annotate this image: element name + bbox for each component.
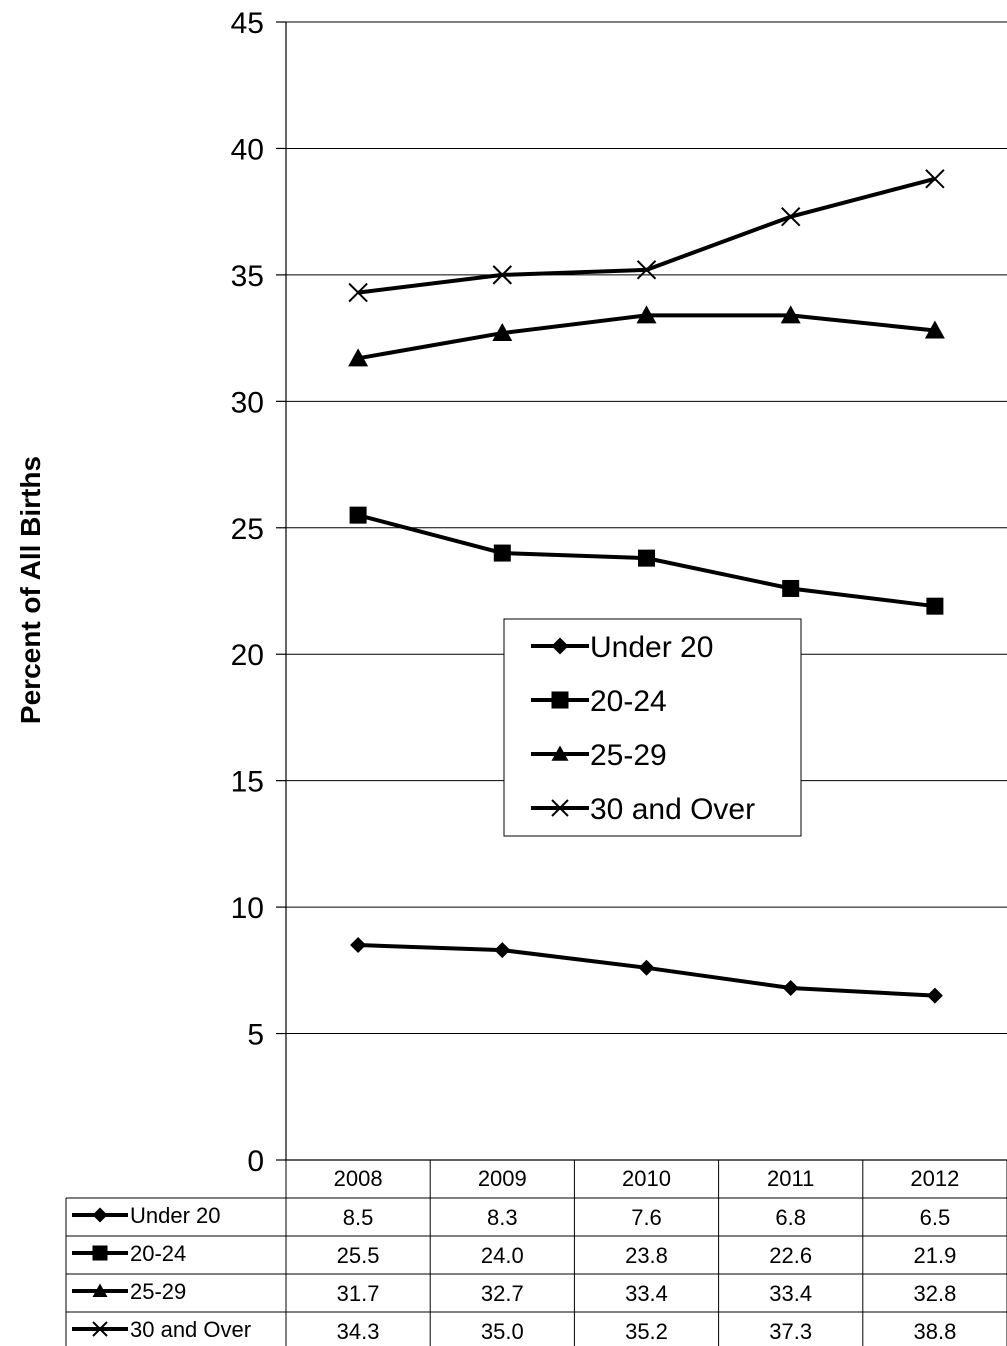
table-cell-20-24-2009: 24.0 bbox=[481, 1243, 524, 1268]
legend-item-under-20: Under 20 bbox=[531, 631, 713, 664]
series-under-20 bbox=[350, 937, 943, 1004]
table-series-name-under-20: Under 20 bbox=[130, 1203, 221, 1228]
legend-label-25-29: 25-29 bbox=[590, 739, 667, 772]
data-point-30-and-over-2009 bbox=[492, 265, 513, 285]
x-category-label-2011: 2011 bbox=[767, 1166, 814, 1191]
table-cell-20-24-2010: 23.8 bbox=[625, 1243, 668, 1268]
table-legend-key-25-29 bbox=[72, 1283, 128, 1297]
data-point-under-20-2010 bbox=[638, 959, 655, 976]
table-cell-25-29-2011: 33.4 bbox=[769, 1281, 812, 1306]
gridlines bbox=[286, 21, 1007, 1035]
table-legend-marker-under-20 bbox=[92, 1207, 108, 1223]
table-cell-under-20-2009: 8.3 bbox=[487, 1205, 518, 1230]
data-point-under-20-2012 bbox=[926, 987, 943, 1004]
table-cell-20-24-2012: 21.9 bbox=[913, 1243, 956, 1268]
table-cell-20-24-2011: 22.6 bbox=[769, 1243, 812, 1268]
data-table: 2008 2009 2010 2011 2012 Under 20 8.5 8.3 7.6 6.8… bbox=[65, 1160, 1007, 1346]
legend-label-20-24: 20-24 bbox=[590, 685, 667, 718]
table-cell-under-20-2010: 7.6 bbox=[631, 1205, 662, 1230]
data-point-30-and-over-2012 bbox=[925, 169, 945, 189]
x-category-label-2012: 2012 bbox=[910, 1166, 959, 1191]
data-point-under-20-2008 bbox=[350, 937, 367, 954]
data-point-20-24-2011 bbox=[782, 579, 800, 597]
y-axis-ticks: 0 5 10 15 20 25 30 35 40 45 bbox=[231, 7, 286, 1178]
table-cell-under-20-2011: 6.8 bbox=[775, 1205, 806, 1230]
axes bbox=[285, 22, 1007, 1161]
table-series-name-20-24: 20-24 bbox=[130, 1241, 186, 1266]
legend-label-under-20: Under 20 bbox=[590, 631, 713, 664]
table-cell-20-24-2008: 25.5 bbox=[337, 1243, 380, 1268]
legend-item-30-and-over: 30 and Over bbox=[531, 793, 755, 826]
data-point-30-and-over-2008 bbox=[348, 282, 368, 303]
series-20-24 bbox=[349, 506, 944, 615]
data-point-25-29-2010 bbox=[636, 305, 657, 324]
table-legend-marker-25-29 bbox=[92, 1283, 108, 1297]
data-point-25-29-2012 bbox=[924, 320, 945, 339]
y-tick-label-25: 25 bbox=[231, 513, 264, 546]
data-point-25-29-2008 bbox=[348, 348, 369, 367]
table-cell-30-and-over-2008: 34.3 bbox=[337, 1319, 380, 1344]
table-legend-marker-30-and-over bbox=[92, 1321, 108, 1337]
table-cell-under-20-2008: 8.5 bbox=[343, 1205, 374, 1230]
y-tick-label-0: 0 bbox=[247, 1145, 264, 1178]
table-cell-30-and-over-2009: 35.0 bbox=[481, 1319, 524, 1344]
legend-label-30-and-over: 30 and Over bbox=[590, 793, 755, 826]
data-point-25-29-2011 bbox=[780, 305, 801, 324]
data-point-20-24-2010 bbox=[638, 549, 655, 567]
table-cell-25-29-2009: 32.7 bbox=[481, 1281, 524, 1306]
data-point-20-24-2012 bbox=[926, 597, 944, 615]
y-axis-label: Percent of All Births bbox=[15, 456, 46, 724]
legend-marker-25-29 bbox=[551, 745, 569, 761]
legend-item-25-29: 25-29 bbox=[531, 739, 667, 772]
data-point-under-20-2009 bbox=[494, 942, 511, 959]
data-point-20-24-2009 bbox=[493, 544, 511, 562]
legend-marker-under-20 bbox=[551, 637, 569, 655]
table-cell-under-20-2012: 6.5 bbox=[920, 1205, 951, 1230]
y-tick-label-40: 40 bbox=[231, 133, 264, 166]
table-series-name-25-29: 25-29 bbox=[130, 1279, 186, 1304]
y-tick-label-10: 10 bbox=[231, 892, 264, 925]
series-30-and-over bbox=[348, 169, 945, 303]
table-legend-marker-20-24 bbox=[92, 1245, 108, 1261]
table-cell-25-29-2008: 31.7 bbox=[337, 1281, 380, 1306]
legend-marker-20-24 bbox=[551, 691, 569, 709]
y-tick-label-30: 30 bbox=[231, 386, 264, 419]
x-category-label-2010: 2010 bbox=[622, 1166, 671, 1191]
data-point-30-and-over-2011 bbox=[780, 207, 801, 227]
legend-marker-30-and-over bbox=[551, 799, 569, 817]
y-tick-label-5: 5 bbox=[247, 1019, 264, 1052]
table-legend-key-under-20 bbox=[72, 1207, 128, 1223]
y-tick-label-15: 15 bbox=[231, 766, 264, 799]
y-tick-label-35: 35 bbox=[231, 260, 264, 293]
data-point-30-and-over-2010 bbox=[636, 260, 657, 280]
table-cell-25-29-2010: 33.4 bbox=[625, 1281, 668, 1306]
legend-box bbox=[503, 618, 802, 837]
table-cell-30-and-over-2010: 35.2 bbox=[625, 1319, 668, 1344]
data-point-under-20-2011 bbox=[782, 980, 799, 997]
y-tick-label-45: 45 bbox=[231, 7, 264, 40]
table-cell-25-29-2012: 32.8 bbox=[913, 1281, 956, 1306]
table-cell-30-and-over-2011: 37.3 bbox=[769, 1319, 812, 1344]
data-point-20-24-2008 bbox=[349, 506, 367, 524]
legend: Under 20 20-24 25-29 30 and Over bbox=[503, 618, 802, 837]
series-line-30-and-over bbox=[357, 176, 936, 295]
table-cell-30-and-over-2012: 38.8 bbox=[913, 1319, 956, 1344]
table-series-name-30-and-over: 30 and Over bbox=[130, 1317, 251, 1342]
legend-item-20-24: 20-24 bbox=[531, 685, 667, 718]
y-tick-label-20: 20 bbox=[231, 639, 264, 672]
series-layer bbox=[348, 169, 945, 1004]
x-category-label-2009: 2009 bbox=[478, 1166, 527, 1191]
x-category-label-2008: 2008 bbox=[334, 1166, 383, 1191]
series-25-29 bbox=[348, 305, 945, 367]
data-point-25-29-2009 bbox=[492, 323, 513, 342]
table-legend-key-20-24 bbox=[72, 1245, 128, 1261]
table-legend-key-30-and-over bbox=[72, 1321, 128, 1337]
